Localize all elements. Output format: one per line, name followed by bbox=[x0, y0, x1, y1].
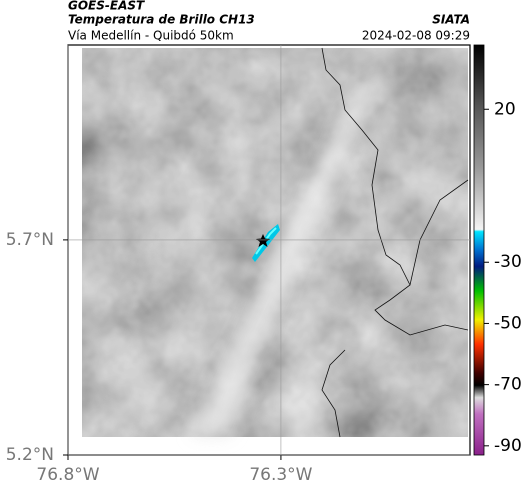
y-tick-label: 5.7°N bbox=[6, 230, 54, 250]
agency: SIATA bbox=[432, 13, 470, 27]
colorbar-label: -50 bbox=[494, 313, 522, 333]
title: Temperatura de Brillo CH13 bbox=[68, 13, 255, 27]
satellite-image bbox=[82, 47, 469, 438]
subtitle: Vía Medellín - Quibdó 50km bbox=[68, 29, 234, 43]
colorbar-label: 20 bbox=[494, 99, 516, 119]
colorbar-label: -30 bbox=[494, 252, 522, 272]
y-tick-label: 5.2°N bbox=[6, 445, 54, 465]
colorbar bbox=[473, 44, 485, 456]
colorbar-label: -90 bbox=[494, 436, 522, 456]
colorbar-label: -70 bbox=[494, 375, 522, 395]
source: GOES-EAST bbox=[68, 0, 145, 13]
x-tick-label: 76.8°W bbox=[36, 465, 99, 485]
datetime: 2024-02-08 09:29 bbox=[362, 29, 470, 43]
x-tick-label: 76.3°W bbox=[249, 465, 312, 485]
